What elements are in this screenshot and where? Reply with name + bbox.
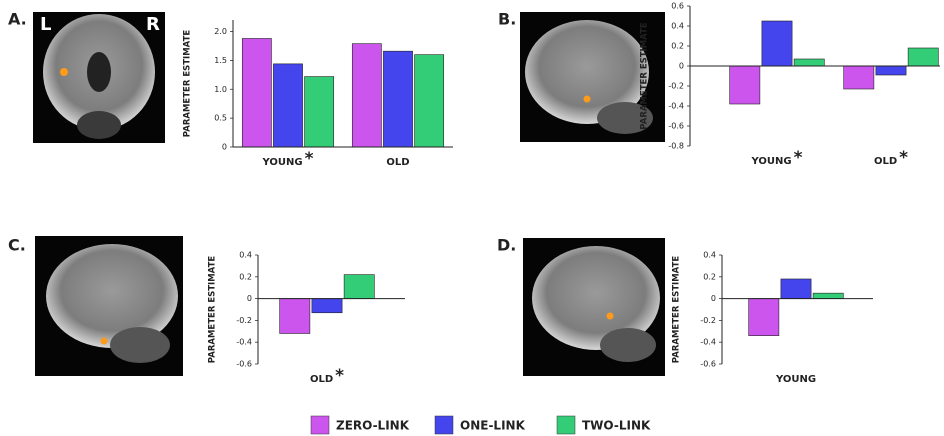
y-tick-label: -0.8 [668, 142, 684, 151]
bar [781, 279, 811, 299]
y-tick-label: 0.6 [671, 2, 684, 11]
panel-label: A. [8, 10, 27, 29]
bar [908, 48, 938, 66]
y-tick-label: 1.5 [214, 56, 227, 65]
bar [813, 293, 843, 298]
y-tick-label: 0.2 [671, 42, 684, 51]
bar [344, 275, 374, 299]
y-tick-label: 0 [222, 143, 227, 152]
legend-swatch [435, 416, 453, 434]
bar [762, 21, 792, 66]
x-tick-label: OLD* [874, 148, 908, 168]
y-tick-label: 2.0 [214, 27, 227, 36]
y-tick-label: 0.5 [214, 114, 227, 123]
significance-marker: * [794, 148, 803, 168]
panel-label: D. [497, 236, 516, 255]
category-name: OLD [386, 157, 409, 168]
category-name: YOUNG [262, 157, 303, 168]
image-label: R [146, 14, 160, 35]
y-axis-label: PARAMETER ESTIMATE [640, 22, 650, 130]
bar [305, 77, 334, 147]
bar [280, 299, 310, 334]
panel-label: C. [8, 236, 26, 255]
y-tick-label: 0 [711, 294, 716, 303]
bar [312, 299, 342, 313]
y-tick-label: 0.2 [239, 272, 252, 281]
y-tick-label: 0.4 [239, 251, 252, 260]
y-tick-label: -0.6 [236, 360, 252, 369]
y-tick-label: 0.4 [703, 251, 716, 260]
bar [794, 59, 824, 66]
significance-marker: * [335, 366, 344, 386]
y-tick-label: 0.2 [703, 272, 716, 281]
y-tick-label: -0.4 [668, 102, 684, 111]
y-tick-label: -0.4 [236, 338, 252, 347]
y-axis-label: PARAMETER ESTIMATE [672, 256, 682, 364]
x-tick-label: YOUNG* [751, 148, 803, 168]
x-tick-label: OLD [386, 157, 409, 168]
y-axis-label: PARAMETER ESTIMATE [183, 30, 193, 138]
brain-image-d [523, 238, 665, 376]
y-tick-label: -0.2 [668, 82, 684, 91]
significance-marker: * [899, 148, 908, 168]
brain-image-c [35, 236, 183, 376]
y-tick-label: 0 [247, 294, 252, 303]
bar [352, 44, 381, 147]
y-tick-label: -0.2 [236, 316, 252, 325]
y-tick-label: -0.6 [668, 122, 684, 131]
figure: L R A. PARAMETER ESTIMATE 0 0.5 1.0 1.5 2.0 YOU… [0, 0, 944, 436]
significance-marker: * [305, 149, 314, 169]
bar [273, 64, 302, 147]
legend-swatch [311, 416, 329, 434]
y-tick-label: -0.4 [700, 338, 716, 347]
y-tick-label: 0.4 [671, 22, 684, 31]
legend-label: ZERO-LINK [336, 419, 410, 433]
bar [749, 299, 779, 336]
y-tick-label: 0 [679, 62, 684, 71]
category-name: YOUNG [775, 374, 816, 385]
y-tick-label: -0.6 [700, 360, 716, 369]
x-tick-label: YOUNG* [262, 149, 314, 169]
category-name: OLD [874, 156, 897, 167]
bar [242, 38, 271, 147]
panel-label: B. [498, 10, 516, 29]
legend-swatch [557, 416, 575, 434]
category-name: OLD [310, 374, 333, 385]
x-tick-label: YOUNG [775, 374, 816, 385]
category-name: YOUNG [751, 156, 792, 167]
bar [383, 51, 412, 147]
x-tick-label: OLD* [310, 366, 344, 386]
legend-label: TWO-LINK [582, 419, 651, 433]
y-axis-label: PARAMETER ESTIMATE [208, 256, 218, 364]
image-label: L [40, 14, 51, 35]
bar [415, 55, 444, 147]
legend-label: ONE-LINK [460, 419, 526, 433]
bar [876, 66, 906, 75]
bar [844, 66, 874, 89]
bar [730, 66, 760, 104]
y-tick-label: -0.2 [700, 316, 716, 325]
y-tick-label: 1.0 [214, 85, 227, 94]
